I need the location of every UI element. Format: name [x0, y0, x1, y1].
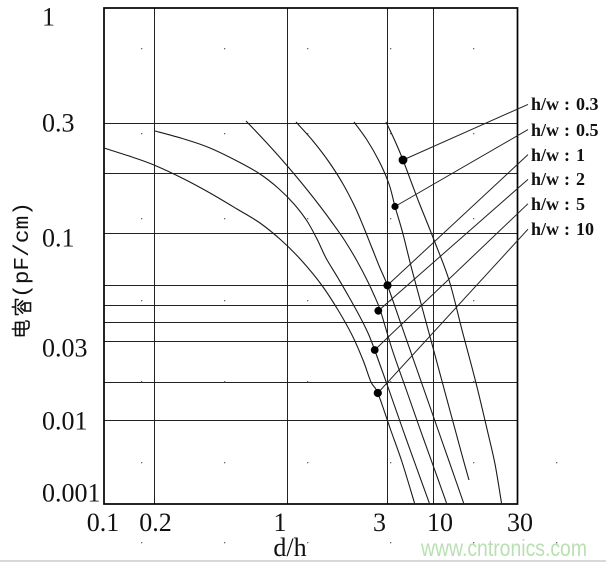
svg-text:0.001: 0.001: [42, 479, 101, 508]
svg-text:h/w: h/w: [531, 120, 559, 140]
svg-text:10: 10: [427, 508, 453, 537]
svg-text:h/w: h/w: [531, 194, 559, 214]
svg-text:www.cntronics.com: www.cntronics.com: [420, 535, 587, 561]
svg-text:0.01: 0.01: [42, 407, 88, 436]
svg-text::: :: [564, 145, 570, 165]
svg-text::: :: [564, 169, 570, 189]
svg-text:1: 1: [576, 145, 585, 165]
svg-text:30: 30: [507, 508, 533, 537]
svg-text:1: 1: [42, 2, 55, 31]
svg-text::: :: [564, 94, 570, 114]
svg-text:h/w: h/w: [531, 145, 559, 165]
svg-text:0.1: 0.1: [42, 224, 75, 253]
svg-text:0.3: 0.3: [42, 109, 75, 138]
svg-text:2: 2: [576, 169, 585, 189]
svg-text::: :: [564, 120, 570, 140]
svg-text:0.2: 0.2: [139, 508, 172, 537]
svg-text:5: 5: [576, 194, 585, 214]
svg-text:h/w: h/w: [531, 219, 559, 239]
svg-text:d/h: d/h: [273, 533, 306, 562]
svg-text:(pF/cm): (pF/cm): [12, 202, 35, 298]
svg-text:0.03: 0.03: [42, 334, 88, 363]
svg-text:1: 1: [274, 508, 287, 537]
svg-text:0.1: 0.1: [87, 508, 120, 537]
svg-text::: :: [564, 219, 570, 239]
svg-text:3: 3: [373, 508, 386, 537]
svg-text::: :: [564, 194, 570, 214]
svg-text:h/w: h/w: [531, 94, 559, 114]
svg-text:0.3: 0.3: [576, 94, 599, 114]
svg-text:h/w: h/w: [531, 169, 559, 189]
svg-text:10: 10: [576, 219, 594, 239]
svg-text:0.5: 0.5: [576, 120, 599, 140]
